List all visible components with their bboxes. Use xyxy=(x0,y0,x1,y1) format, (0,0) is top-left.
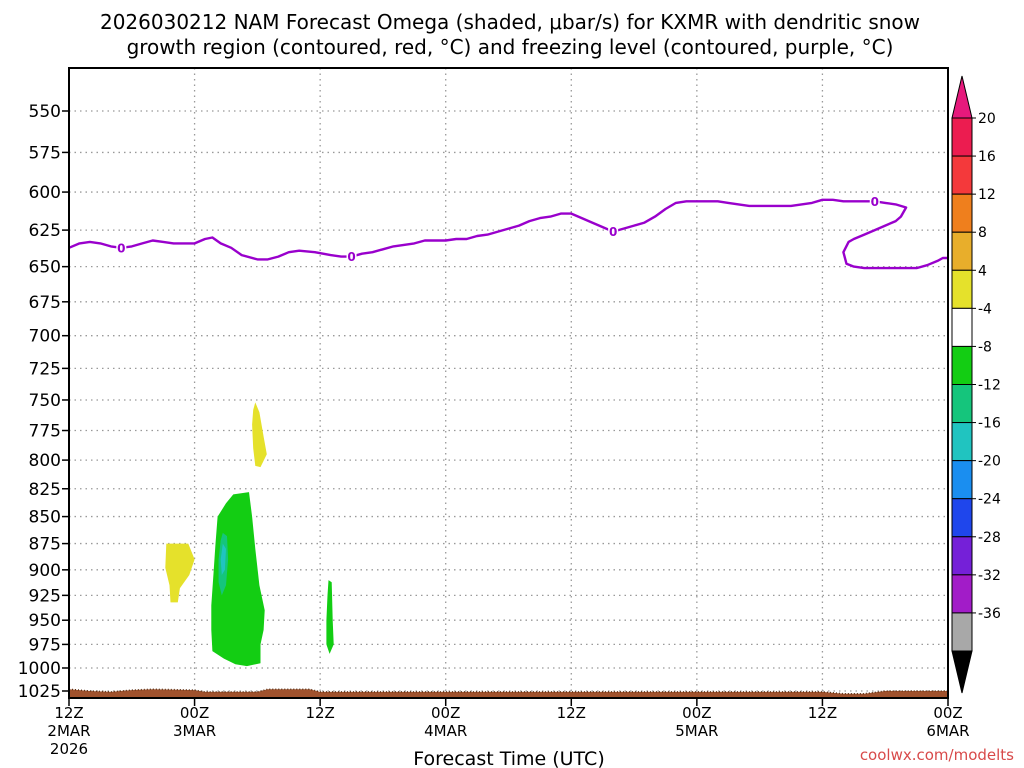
freezing-level-label-bg xyxy=(608,224,619,239)
x-tick-label: 12Z xyxy=(808,704,837,722)
omega-region xyxy=(220,543,226,575)
colorbar-label: -4 xyxy=(978,301,992,317)
y-tick-label: 575 xyxy=(29,143,61,163)
x-tick-label: 00Z xyxy=(682,704,711,722)
colorbar-swatch xyxy=(951,269,973,309)
colorbar-label: 20 xyxy=(978,111,996,127)
y-tick-label: 750 xyxy=(29,391,61,411)
colorbar-swatch xyxy=(951,574,973,614)
colorbar-label: -28 xyxy=(978,530,1001,546)
omega-shading xyxy=(165,402,334,667)
chart-title-line1: 2026030212 NAM Forecast Omega (shaded, μ… xyxy=(100,10,920,34)
y-tick-label: 950 xyxy=(29,611,61,631)
colorbar-swatch xyxy=(951,498,973,538)
x-tick-label: 12Z xyxy=(54,704,83,722)
y-tick-label: 800 xyxy=(29,451,61,471)
colorbar-swatch xyxy=(951,612,973,652)
y-tick-label: 725 xyxy=(29,359,61,379)
colorbar-label: -36 xyxy=(978,606,1001,622)
colorbar-swatch xyxy=(951,460,973,500)
freezing-level-line xyxy=(68,198,948,270)
y-tick-label: 700 xyxy=(29,327,61,347)
y-tick-label: 825 xyxy=(29,480,61,500)
x-tick-label: 00Z xyxy=(933,704,962,722)
x-tick-label: 6MAR xyxy=(926,722,969,740)
x-tick-label: 00Z xyxy=(180,704,209,722)
y-tick-label: 775 xyxy=(29,422,61,442)
freezing-level-label-bg xyxy=(346,249,357,264)
x-tick-label: 5MAR xyxy=(675,722,718,740)
colorbar-label: -32 xyxy=(978,568,1001,584)
freezing-level-label: 0 xyxy=(609,225,617,239)
colorbar-swatch xyxy=(951,117,973,157)
colorbar-label: -16 xyxy=(978,416,1001,432)
y-tick-label: 600 xyxy=(29,183,61,203)
colorbar-label: 8 xyxy=(978,225,987,241)
y-tick-label: 975 xyxy=(29,635,61,655)
colorbar-label: -24 xyxy=(978,492,1001,508)
omega-region xyxy=(326,580,334,654)
omega-region xyxy=(165,543,195,603)
x-tick-label: 2MAR xyxy=(47,722,90,740)
colorbar-swatch xyxy=(951,384,973,424)
colorbar-swatch xyxy=(951,345,973,385)
colorbar-label: -12 xyxy=(978,378,1001,394)
y-tick-label: 900 xyxy=(29,561,61,581)
colorbar-label: 12 xyxy=(978,187,996,203)
freezing-level-label: 0 xyxy=(871,195,879,209)
colorbar-label: 16 xyxy=(978,149,996,165)
x-tick-label: 2026 xyxy=(50,740,88,758)
ground-fill xyxy=(69,689,948,698)
plot-frame xyxy=(68,67,949,699)
colorbar-bottom-arrow xyxy=(951,650,973,694)
colorbar-swatch xyxy=(951,193,973,233)
y-axis-ticks: 550 575 600 625 650 675 700 725 750 775 800 825 850 8… xyxy=(18,102,69,702)
freezing-level-label: 0 xyxy=(117,241,125,255)
credit-text: coolwx.com/modelts xyxy=(860,746,1014,764)
freezing-level-contour: 0 0 0 0 xyxy=(68,194,948,270)
y-tick-label: 850 xyxy=(29,508,61,528)
chart-title-line2: growth region (contoured, red, °C) and f… xyxy=(127,35,894,59)
x-tick-label: 00Z xyxy=(431,704,460,722)
y-tick-label: 650 xyxy=(29,258,61,278)
freezing-level-label-bg xyxy=(116,240,127,255)
y-tick-label: 1025 xyxy=(18,682,61,702)
x-tick-label: 12Z xyxy=(557,704,586,722)
x-tick-label: 3MAR xyxy=(173,722,216,740)
x-axis-label: Forecast Time (UTC) xyxy=(413,748,604,768)
colorbar-swatch xyxy=(951,307,973,347)
ground-edge xyxy=(68,688,948,695)
colorbar: 20 16 12 8 4 -4 -8 -12 -16 -20 -24 -28 -32 -36 xyxy=(951,75,1001,694)
freezing-level-label: 0 xyxy=(347,250,355,264)
colorbar-label: -8 xyxy=(978,339,992,355)
y-tick-label: 550 xyxy=(29,102,61,122)
colorbar-top-arrow xyxy=(951,75,973,119)
colorbar-label: 4 xyxy=(978,263,987,279)
colorbar-swatch xyxy=(951,231,973,271)
colorbar-swatch xyxy=(951,155,973,195)
y-tick-label: 1000 xyxy=(18,659,61,679)
colorbar-label: -20 xyxy=(978,454,1001,470)
x-tick-label: 12Z xyxy=(305,704,334,722)
x-tick-label: 4MAR xyxy=(424,722,467,740)
colorbar-swatch xyxy=(951,422,973,462)
omega-region xyxy=(252,402,267,468)
grid-lines xyxy=(69,68,948,698)
freezing-level-label-bg xyxy=(869,194,880,209)
y-tick-label: 875 xyxy=(29,535,61,555)
plot-area xyxy=(69,68,948,698)
ground-surface xyxy=(68,688,948,698)
y-tick-label: 625 xyxy=(29,221,61,241)
colorbar-swatch xyxy=(951,536,973,576)
y-tick-label: 925 xyxy=(29,586,61,606)
y-tick-label: 675 xyxy=(29,293,61,313)
